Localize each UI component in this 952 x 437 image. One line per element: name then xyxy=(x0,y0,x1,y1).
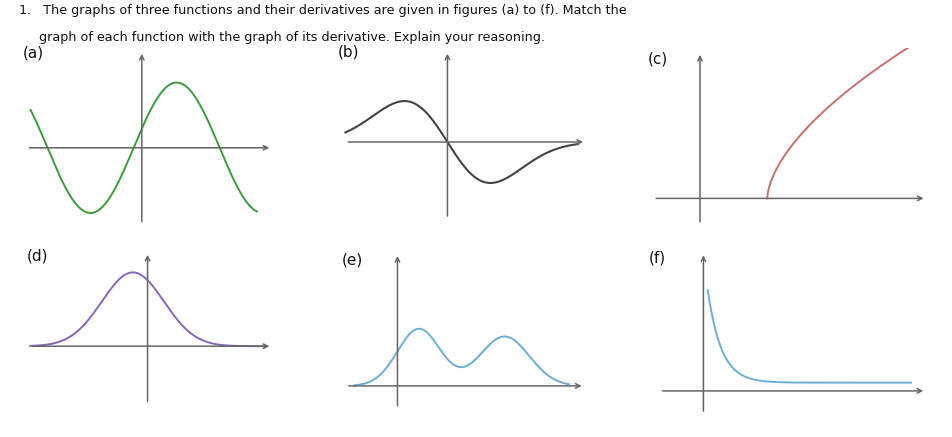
Text: (b): (b) xyxy=(337,45,359,59)
Text: graph of each function with the graph of its derivative. Explain your reasoning.: graph of each function with the graph of… xyxy=(19,31,545,44)
Text: 1.   The graphs of three functions and their derivatives are given in figures (a: 1. The graphs of three functions and the… xyxy=(19,4,626,17)
Text: (e): (e) xyxy=(342,252,363,267)
Text: (f): (f) xyxy=(648,250,665,265)
Text: (c): (c) xyxy=(648,51,668,66)
Text: (a): (a) xyxy=(23,45,44,61)
Text: (d): (d) xyxy=(27,249,48,264)
